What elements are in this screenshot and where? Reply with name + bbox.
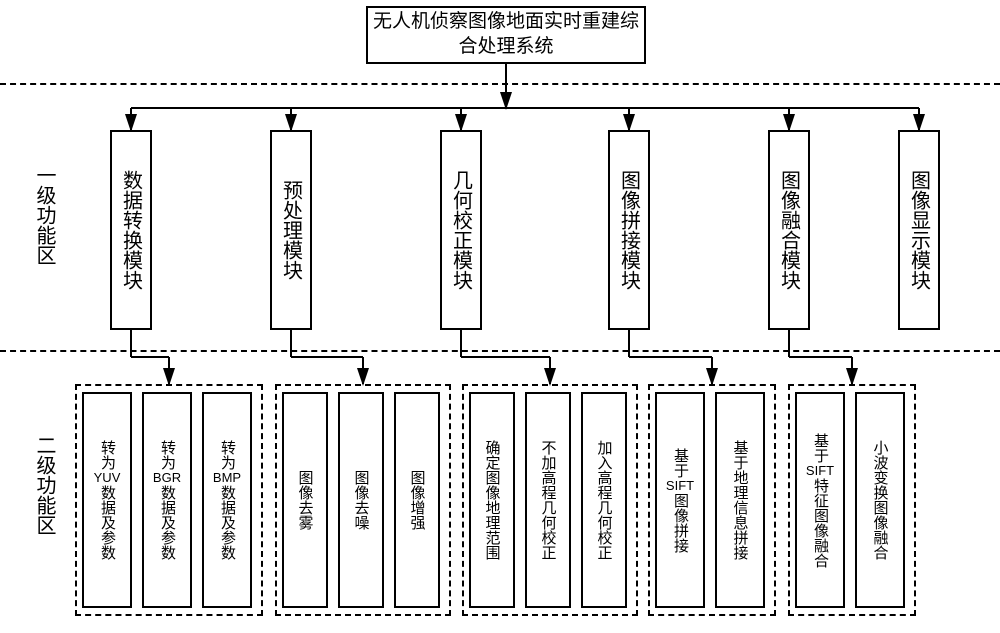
module-box: 几何校正模块: [440, 130, 482, 330]
module-box: 小波变换图像融合: [855, 392, 905, 608]
module-box: 转为BMP数据及参数: [202, 392, 252, 608]
system-title: 无人机侦察图像地面实时重建综合处理系统: [366, 6, 646, 64]
module-box: 确定图像地理范围: [469, 392, 515, 608]
section-divider: [0, 83, 1000, 85]
module-box: 基于地理信息拼接: [715, 392, 765, 608]
module-box: 转为BGR数据及参数: [142, 392, 192, 608]
zone-label-2: 二级功能区: [30, 435, 59, 535]
module-box: 图像去雾: [282, 392, 328, 608]
zone-label-1: 一级功能区: [30, 165, 59, 265]
module-box: 基于SIFT特征图像融合: [795, 392, 845, 608]
module-box: 图像增强: [394, 392, 440, 608]
module-box: 图像显示模块: [898, 130, 940, 330]
module-box: 加入高程几何校正: [581, 392, 627, 608]
module-box: 数据转换模块: [110, 130, 152, 330]
module-box: 基于SIFT图像拼接: [655, 392, 705, 608]
module-box: 转为YUV数据及参数: [82, 392, 132, 608]
module-box: 预处理模块: [270, 130, 312, 330]
module-box: 图像融合模块: [768, 130, 810, 330]
module-box: 图像去噪: [338, 392, 384, 608]
section-divider: [0, 350, 1000, 352]
module-box: 不加高程几何校正: [525, 392, 571, 608]
module-box: 图像拼接模块: [608, 130, 650, 330]
